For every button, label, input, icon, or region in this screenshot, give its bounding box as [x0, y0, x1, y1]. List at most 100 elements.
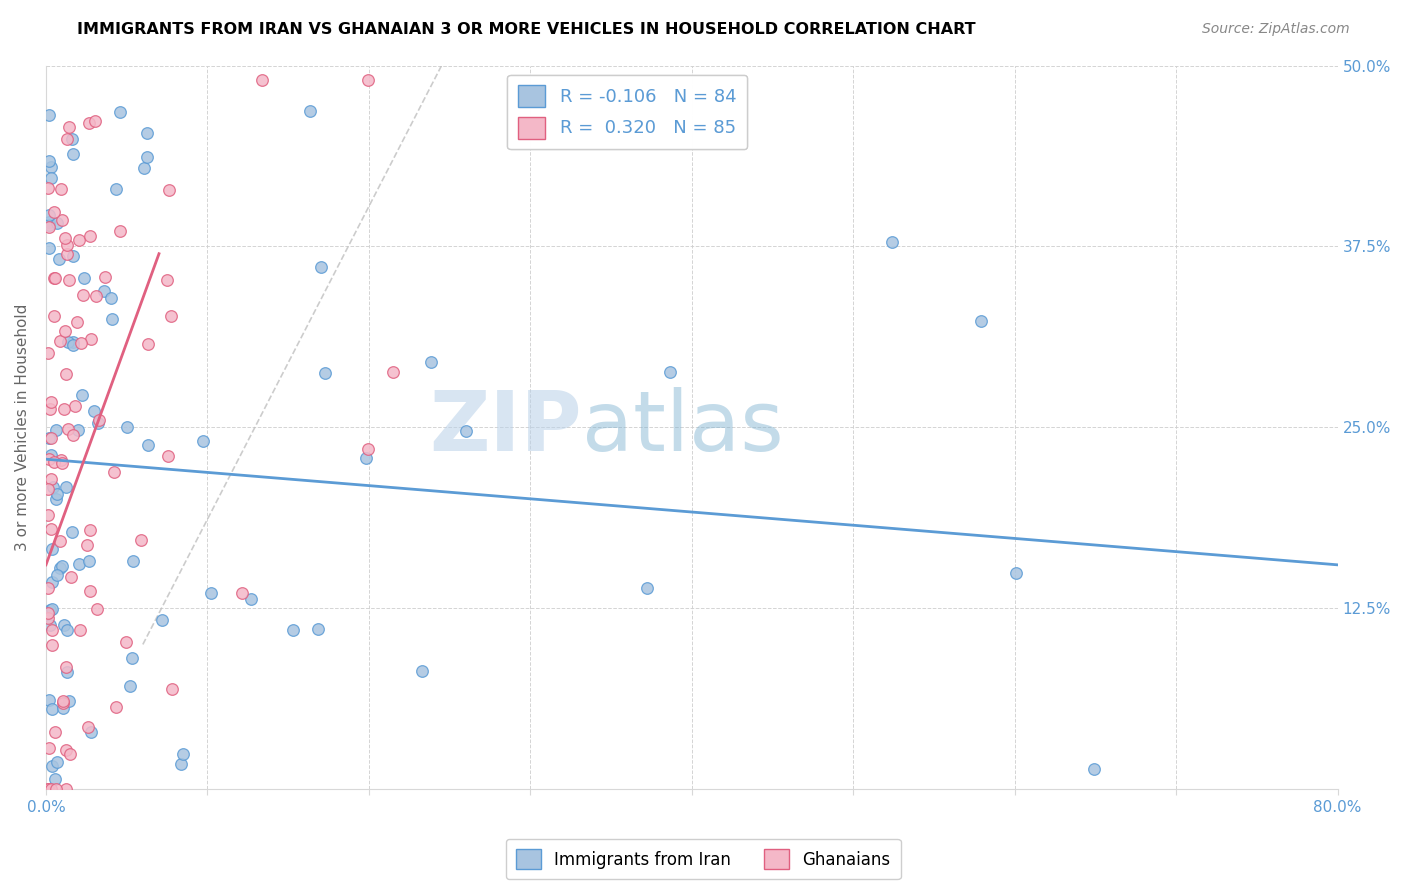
Point	[93, 284, 115, 298]
Point	[108, 104, 131, 119]
Point	[38, 220, 60, 235]
Point	[72, 287, 94, 301]
Point	[456, 424, 478, 438]
Point	[62, 427, 84, 442]
Point	[129, 533, 152, 547]
Point	[56, 623, 79, 637]
Point	[38, 215, 60, 229]
Point	[38, 618, 60, 632]
Point	[84, 114, 107, 128]
Point	[37, 483, 59, 497]
Point	[299, 103, 322, 118]
Point	[200, 586, 222, 600]
Point	[38, 693, 60, 707]
Point	[39, 782, 62, 797]
Point	[60, 570, 83, 584]
Point	[42, 271, 65, 285]
Point	[239, 592, 262, 607]
Point	[38, 452, 60, 467]
Point	[191, 434, 214, 449]
Point	[42, 310, 65, 324]
Point	[56, 665, 79, 680]
Point	[55, 660, 77, 674]
Point	[79, 229, 101, 244]
Point	[970, 314, 993, 328]
Point	[79, 584, 101, 599]
Point	[37, 607, 59, 621]
Point	[136, 150, 159, 164]
Point	[48, 252, 70, 266]
Point	[108, 224, 131, 238]
Point	[636, 582, 658, 596]
Point	[41, 522, 63, 536]
Point	[69, 335, 91, 350]
Point	[56, 238, 79, 252]
Point	[45, 755, 67, 769]
Point	[79, 523, 101, 537]
Point	[66, 423, 89, 437]
Point	[49, 334, 72, 348]
Point	[250, 73, 273, 87]
Point	[53, 402, 76, 417]
Point	[38, 740, 60, 755]
Point	[39, 431, 62, 445]
Point	[62, 524, 84, 539]
Point	[118, 680, 141, 694]
Point	[48, 561, 70, 575]
Point	[70, 388, 93, 402]
Point	[41, 601, 63, 615]
Point	[37, 581, 59, 595]
Point	[52, 618, 75, 632]
Y-axis label: 3 or more Vehicles in Household: 3 or more Vehicles in Household	[15, 303, 30, 551]
Point	[62, 249, 84, 263]
Point	[58, 120, 80, 134]
Point	[77, 721, 100, 735]
Point	[58, 272, 80, 286]
Point	[882, 235, 904, 250]
Point	[420, 355, 443, 369]
Point	[157, 450, 180, 464]
Point	[41, 472, 63, 486]
Point	[38, 218, 60, 232]
Point	[37, 508, 59, 522]
Point	[79, 332, 101, 346]
Point	[1083, 762, 1105, 776]
Point	[357, 442, 380, 456]
Point	[86, 602, 108, 616]
Text: IMMIGRANTS FROM IRAN VS GHANAIAN 3 OR MORE VEHICLES IN HOUSEHOLD CORRELATION CHA: IMMIGRANTS FROM IRAN VS GHANAIAN 3 OR MO…	[77, 22, 976, 37]
Point	[38, 401, 60, 416]
Point	[104, 700, 127, 714]
Point	[356, 73, 378, 87]
Point	[658, 365, 681, 379]
Point	[38, 153, 60, 168]
Point	[52, 694, 75, 708]
Point	[55, 743, 77, 757]
Point	[62, 334, 84, 349]
Point	[45, 491, 67, 506]
Point	[66, 315, 89, 329]
Point	[46, 567, 69, 582]
Point	[94, 270, 117, 285]
Point	[115, 635, 138, 649]
Point	[41, 575, 63, 590]
Point	[59, 747, 82, 761]
Point	[55, 782, 77, 797]
Point	[100, 291, 122, 305]
Point	[159, 309, 181, 323]
Point	[172, 747, 194, 761]
Point	[45, 216, 67, 230]
Point	[157, 183, 180, 197]
Point	[53, 230, 76, 244]
Point	[48, 533, 70, 548]
Point	[169, 756, 191, 771]
Point	[41, 541, 63, 556]
Point	[37, 346, 59, 360]
Point	[49, 182, 72, 196]
Point	[84, 289, 107, 303]
Point	[51, 453, 73, 467]
Point	[45, 487, 67, 501]
Point	[103, 466, 125, 480]
Point	[55, 324, 77, 338]
Point	[45, 782, 67, 797]
Point	[37, 611, 59, 625]
